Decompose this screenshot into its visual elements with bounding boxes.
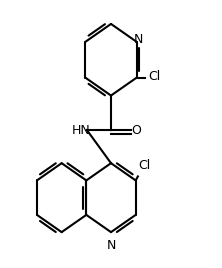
- Text: HN: HN: [72, 124, 91, 136]
- Text: Cl: Cl: [149, 70, 161, 83]
- Text: O: O: [131, 124, 141, 136]
- Text: Cl: Cl: [138, 159, 150, 172]
- Text: N: N: [106, 239, 116, 252]
- Text: N: N: [134, 33, 143, 46]
